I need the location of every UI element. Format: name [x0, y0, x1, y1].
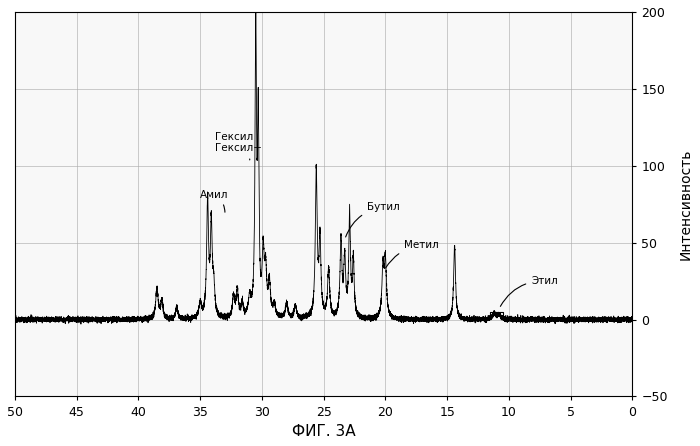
- Y-axis label: Интенсивность: Интенсивность: [679, 149, 693, 260]
- Text: Метил: Метил: [386, 240, 439, 268]
- X-axis label: ФИГ. 3А: ФИГ. 3А: [292, 424, 356, 439]
- Text: Гексил
Гексил+: Гексил Гексил+: [215, 132, 262, 160]
- Text: Амил: Амил: [200, 190, 229, 212]
- Text: Этил: Этил: [500, 276, 558, 306]
- Text: Бутил: Бутил: [346, 202, 400, 237]
